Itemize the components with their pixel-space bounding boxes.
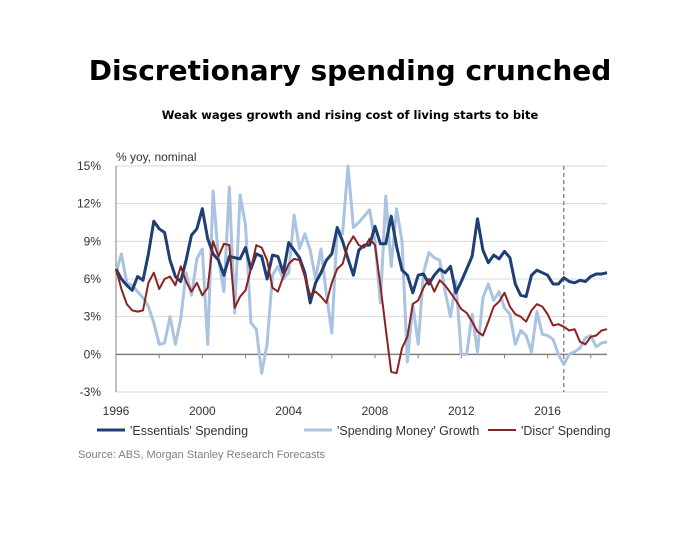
y-tick-label: 3%	[84, 310, 102, 324]
chart-subtitle: Weak wages growth and rising cost of liv…	[161, 108, 539, 122]
y-tick-label: 12%	[77, 197, 101, 211]
series-line-0	[114, 207, 608, 305]
y-tick-label: 15%	[77, 159, 101, 173]
series-line-1	[114, 164, 608, 375]
y-axis-label: % yoy, nominal	[116, 150, 196, 164]
series-line-2	[115, 235, 608, 375]
legend-label: 'Essentials' Spending	[130, 424, 248, 438]
x-tick-label: 2004	[275, 404, 302, 418]
x-tick-label: 2012	[448, 404, 475, 418]
y-tick-label: 0%	[84, 347, 102, 361]
x-tick-label: 2000	[189, 404, 216, 418]
y-tick-label: 9%	[84, 234, 102, 248]
x-tick-label: 2008	[362, 404, 389, 418]
legend-label: 'Spending Money' Growth	[337, 424, 479, 438]
x-tick-label: 2016	[534, 404, 561, 418]
chart-title: Discretionary spending crunched	[88, 54, 612, 87]
y-tick-label: -3%	[80, 385, 102, 399]
legend-label: 'Discr' Spending	[521, 424, 611, 438]
source-note: Source: ABS, Morgan Stanley Research For…	[78, 449, 326, 461]
x-tick-label: 1996	[103, 404, 130, 418]
y-tick-label: 6%	[84, 272, 102, 286]
